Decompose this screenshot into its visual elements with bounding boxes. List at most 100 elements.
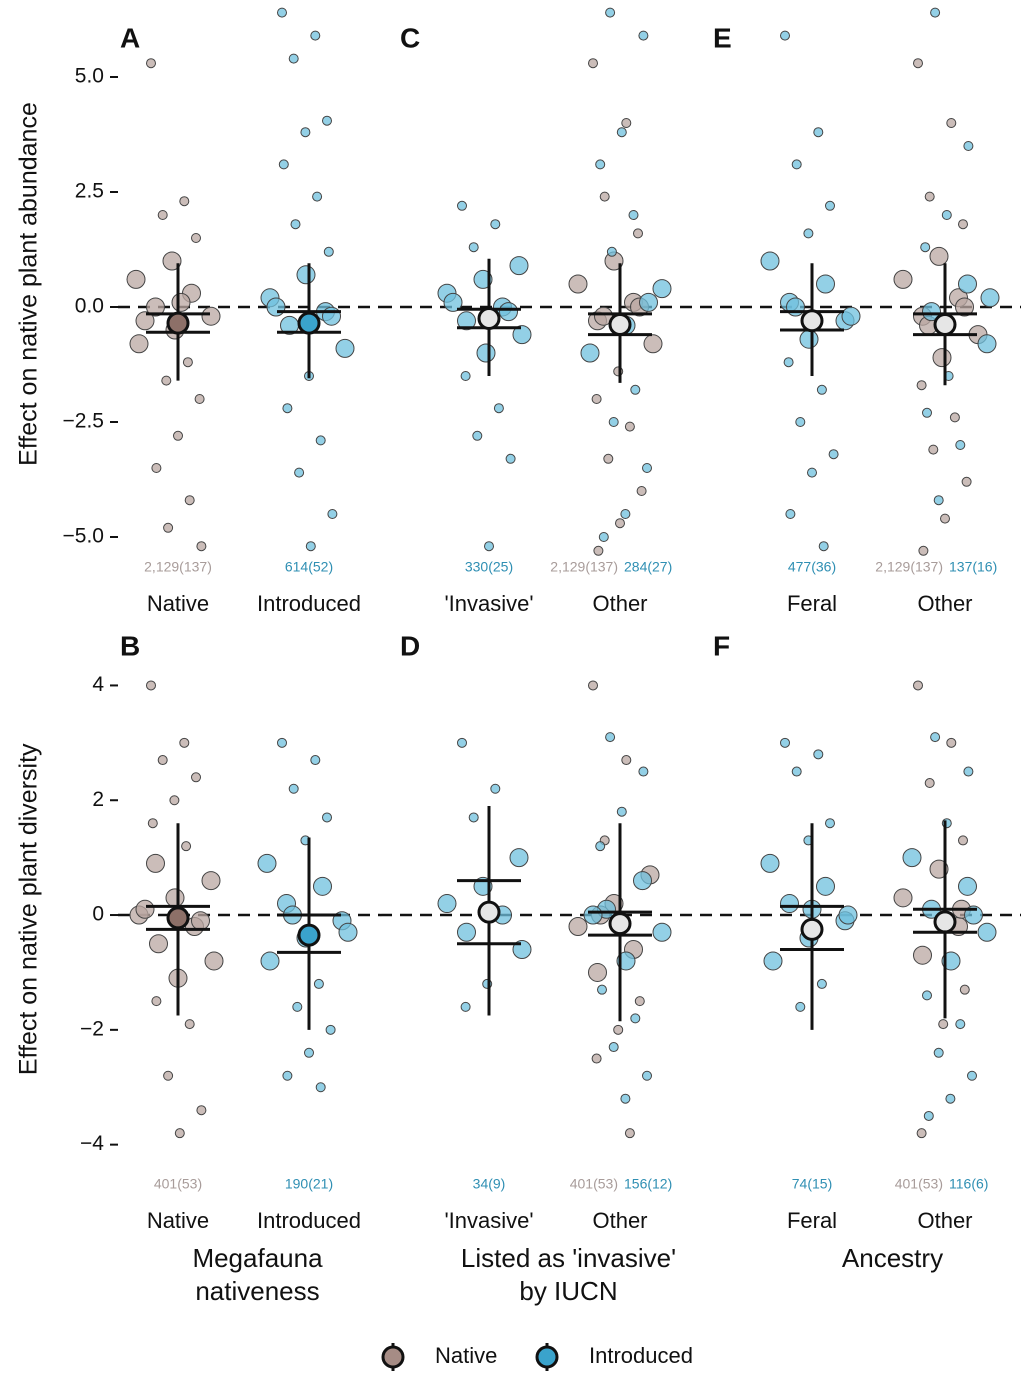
data-point — [938, 1019, 949, 1030]
estimate — [608, 312, 632, 336]
data-point — [310, 755, 321, 766]
x-axis-label: nativeness — [195, 1276, 319, 1306]
panel-label: A — [120, 22, 140, 53]
data-point — [825, 200, 835, 211]
data-point — [472, 430, 483, 441]
data-point — [277, 7, 287, 18]
data-point — [201, 306, 221, 326]
category-group — [893, 7, 1000, 556]
data-point — [923, 1110, 934, 1121]
legend-key — [381, 1345, 405, 1369]
data-point — [785, 509, 796, 519]
data-point — [780, 30, 790, 41]
data-point — [509, 256, 529, 276]
y-tick-label: 5.0 — [75, 65, 104, 88]
data-point — [591, 394, 602, 404]
data-point — [980, 288, 1000, 308]
data-point — [126, 269, 146, 289]
data-point — [257, 853, 277, 873]
data-point — [955, 1019, 966, 1030]
data-point — [443, 292, 463, 312]
data-point — [323, 246, 334, 257]
data-point — [260, 951, 280, 971]
data-point — [780, 894, 799, 914]
data-point — [760, 853, 780, 873]
data-point — [977, 334, 997, 354]
x-axis-label: Ancestry — [842, 1243, 943, 1273]
data-point — [945, 1093, 956, 1104]
data-point — [182, 357, 193, 368]
category-group — [760, 30, 861, 552]
y-tick-label: 0.0 — [75, 295, 104, 318]
data-point — [791, 766, 802, 777]
data-point — [509, 848, 529, 868]
data-point — [300, 127, 311, 138]
data-point — [157, 755, 168, 766]
data-point — [282, 403, 293, 414]
data-point — [599, 191, 610, 202]
data-point — [181, 841, 192, 852]
data-point — [920, 242, 931, 253]
data-point — [173, 430, 183, 441]
data-point — [315, 435, 326, 446]
data-point — [638, 766, 649, 777]
data-point — [803, 228, 814, 239]
data-point — [312, 191, 323, 202]
data-point — [305, 541, 316, 552]
estimate — [297, 311, 321, 335]
data-point — [924, 778, 935, 789]
sample-size: 2,129(137) — [144, 559, 212, 575]
data-point — [624, 1128, 635, 1139]
data-point — [795, 1001, 806, 1012]
panel-label: E — [713, 22, 732, 53]
data-point — [493, 403, 504, 414]
data-point — [813, 127, 824, 138]
data-point — [608, 1042, 619, 1053]
data-point — [322, 115, 332, 126]
data-point — [313, 876, 332, 896]
data-point — [930, 732, 941, 743]
data-point — [598, 532, 609, 542]
sample-size: 477(36) — [788, 559, 836, 575]
data-point — [161, 375, 172, 386]
data-point — [457, 922, 476, 942]
data-point — [163, 1070, 174, 1081]
data-point — [313, 978, 324, 989]
estimate — [933, 312, 957, 336]
data-point — [151, 463, 162, 473]
data-point — [179, 737, 190, 748]
data-point — [961, 476, 972, 487]
data-point — [958, 876, 977, 896]
x-tick-label: Native — [147, 591, 209, 616]
data-point — [924, 191, 935, 202]
data-point — [171, 292, 191, 312]
data-point — [484, 541, 494, 552]
data-point — [946, 118, 957, 128]
data-point — [505, 453, 516, 464]
data-point — [196, 541, 207, 552]
estimate — [800, 917, 824, 941]
sample-size: 156(12) — [624, 1176, 672, 1192]
data-point — [902, 848, 922, 868]
y-tick-label: −4 — [80, 1132, 104, 1155]
data-point — [791, 159, 802, 170]
data-point — [512, 325, 532, 345]
data-point — [818, 541, 829, 552]
y-tick-label: 2.5 — [75, 180, 104, 203]
panel-label: C — [400, 22, 420, 53]
data-point — [963, 141, 974, 151]
data-point — [816, 384, 827, 395]
data-point — [916, 380, 927, 391]
data-point — [129, 334, 149, 354]
data-point — [196, 1105, 207, 1116]
data-point — [932, 348, 952, 368]
legend-label: Native — [435, 1343, 497, 1368]
data-point — [597, 984, 607, 995]
data-point — [918, 545, 929, 556]
data-point — [468, 242, 479, 253]
data-point — [437, 894, 457, 914]
data-point — [325, 1024, 336, 1035]
y-tick-label: −5.0 — [63, 525, 104, 548]
data-point — [642, 463, 652, 473]
data-point — [457, 200, 467, 211]
